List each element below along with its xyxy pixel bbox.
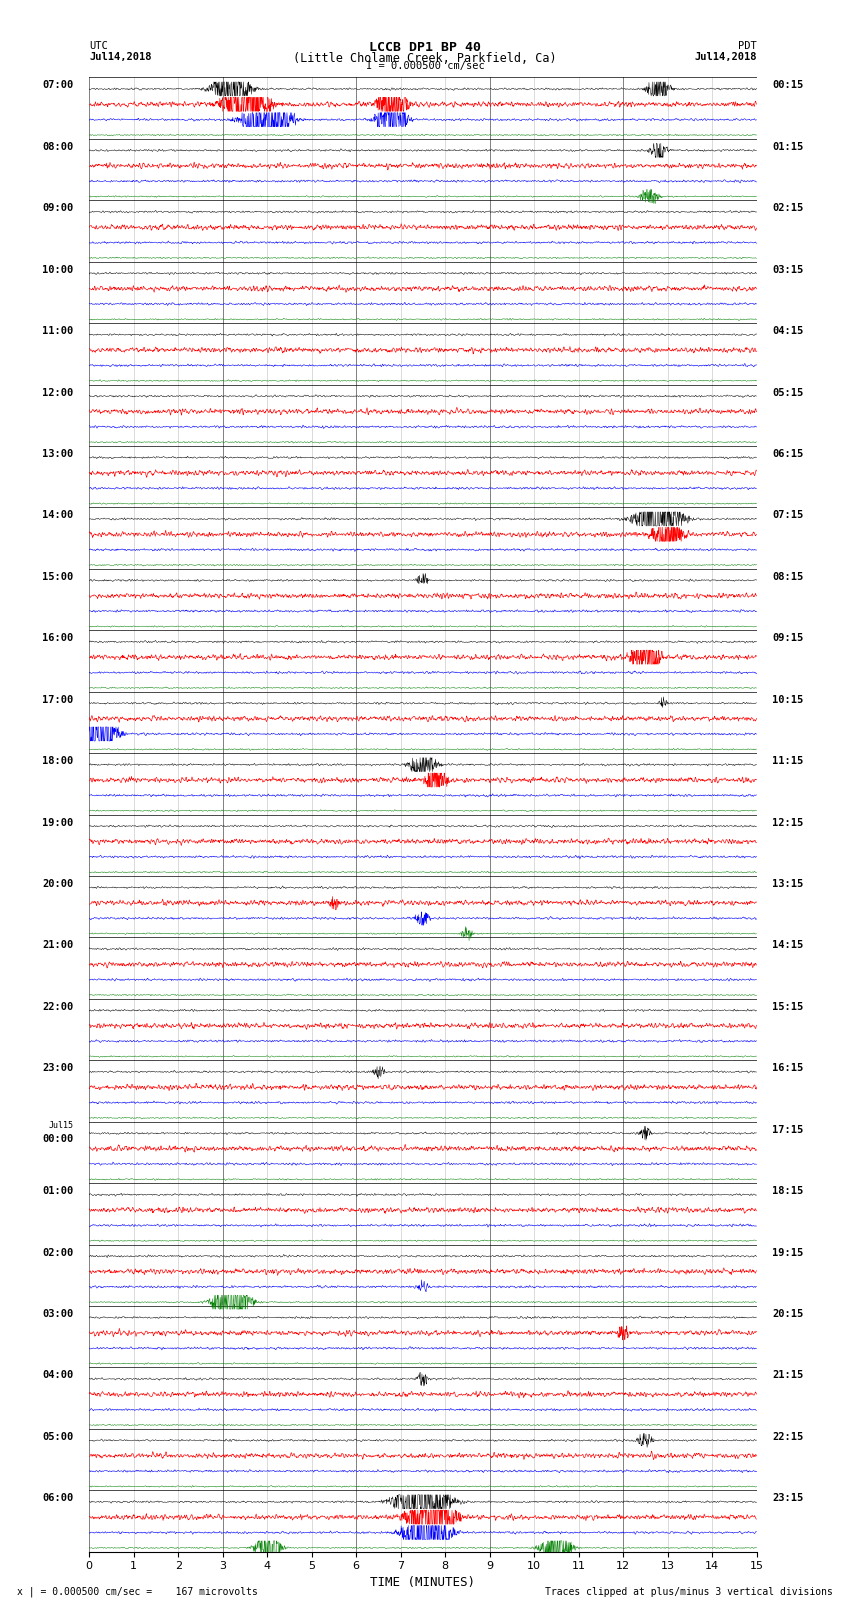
Text: 07:00: 07:00 bbox=[42, 81, 74, 90]
Text: 13:15: 13:15 bbox=[772, 879, 803, 889]
Text: 08:00: 08:00 bbox=[42, 142, 74, 152]
Text: x | = 0.000500 cm/sec =    167 microvolts: x | = 0.000500 cm/sec = 167 microvolts bbox=[17, 1586, 258, 1597]
Text: Jul14,2018: Jul14,2018 bbox=[694, 52, 756, 61]
Text: 18:00: 18:00 bbox=[42, 756, 74, 766]
Text: 04:00: 04:00 bbox=[42, 1371, 74, 1381]
Text: 11:00: 11:00 bbox=[42, 326, 74, 336]
Text: 03:15: 03:15 bbox=[772, 265, 803, 274]
Text: 12:15: 12:15 bbox=[772, 818, 803, 827]
Text: 04:15: 04:15 bbox=[772, 326, 803, 336]
Text: PDT: PDT bbox=[738, 40, 756, 52]
Text: 15:00: 15:00 bbox=[42, 573, 74, 582]
Text: Traces clipped at plus/minus 3 vertical divisions: Traces clipped at plus/minus 3 vertical … bbox=[545, 1587, 833, 1597]
Text: 22:15: 22:15 bbox=[772, 1432, 803, 1442]
Text: 20:00: 20:00 bbox=[42, 879, 74, 889]
Text: 22:00: 22:00 bbox=[42, 1002, 74, 1011]
Text: 00:00: 00:00 bbox=[42, 1134, 74, 1144]
Text: Jul14,2018: Jul14,2018 bbox=[89, 52, 152, 61]
Text: 19:15: 19:15 bbox=[772, 1247, 803, 1258]
Text: 01:00: 01:00 bbox=[42, 1186, 74, 1197]
Text: 13:00: 13:00 bbox=[42, 448, 74, 460]
Text: (Little Cholame Creek, Parkfield, Ca): (Little Cholame Creek, Parkfield, Ca) bbox=[293, 52, 557, 65]
Text: 09:15: 09:15 bbox=[772, 634, 803, 644]
Text: 17:00: 17:00 bbox=[42, 695, 74, 705]
Text: Jul15: Jul15 bbox=[48, 1121, 74, 1131]
Text: 09:00: 09:00 bbox=[42, 203, 74, 213]
Text: 15:15: 15:15 bbox=[772, 1002, 803, 1011]
Text: 07:15: 07:15 bbox=[772, 510, 803, 521]
Text: 08:15: 08:15 bbox=[772, 573, 803, 582]
Text: 21:00: 21:00 bbox=[42, 940, 74, 950]
Text: LCCB DP1 BP 40: LCCB DP1 BP 40 bbox=[369, 40, 481, 55]
Text: 00:15: 00:15 bbox=[772, 81, 803, 90]
Text: 05:00: 05:00 bbox=[42, 1432, 74, 1442]
X-axis label: TIME (MINUTES): TIME (MINUTES) bbox=[371, 1576, 475, 1589]
Text: 06:15: 06:15 bbox=[772, 448, 803, 460]
Text: 17:15: 17:15 bbox=[772, 1124, 803, 1136]
Text: 02:00: 02:00 bbox=[42, 1247, 74, 1258]
Text: 23:15: 23:15 bbox=[772, 1494, 803, 1503]
Text: 02:15: 02:15 bbox=[772, 203, 803, 213]
Text: 18:15: 18:15 bbox=[772, 1186, 803, 1197]
Text: 19:00: 19:00 bbox=[42, 818, 74, 827]
Text: 20:15: 20:15 bbox=[772, 1310, 803, 1319]
Text: 11:15: 11:15 bbox=[772, 756, 803, 766]
Text: 12:00: 12:00 bbox=[42, 387, 74, 398]
Text: 23:00: 23:00 bbox=[42, 1063, 74, 1073]
Text: 14:15: 14:15 bbox=[772, 940, 803, 950]
Text: I = 0.000500 cm/sec: I = 0.000500 cm/sec bbox=[366, 61, 484, 71]
Text: 10:15: 10:15 bbox=[772, 695, 803, 705]
Text: 16:15: 16:15 bbox=[772, 1063, 803, 1073]
Text: 10:00: 10:00 bbox=[42, 265, 74, 274]
Text: 05:15: 05:15 bbox=[772, 387, 803, 398]
Text: 16:00: 16:00 bbox=[42, 634, 74, 644]
Text: 21:15: 21:15 bbox=[772, 1371, 803, 1381]
Text: 03:00: 03:00 bbox=[42, 1310, 74, 1319]
Text: 01:15: 01:15 bbox=[772, 142, 803, 152]
Text: 06:00: 06:00 bbox=[42, 1494, 74, 1503]
Text: 14:00: 14:00 bbox=[42, 510, 74, 521]
Text: UTC: UTC bbox=[89, 40, 108, 52]
